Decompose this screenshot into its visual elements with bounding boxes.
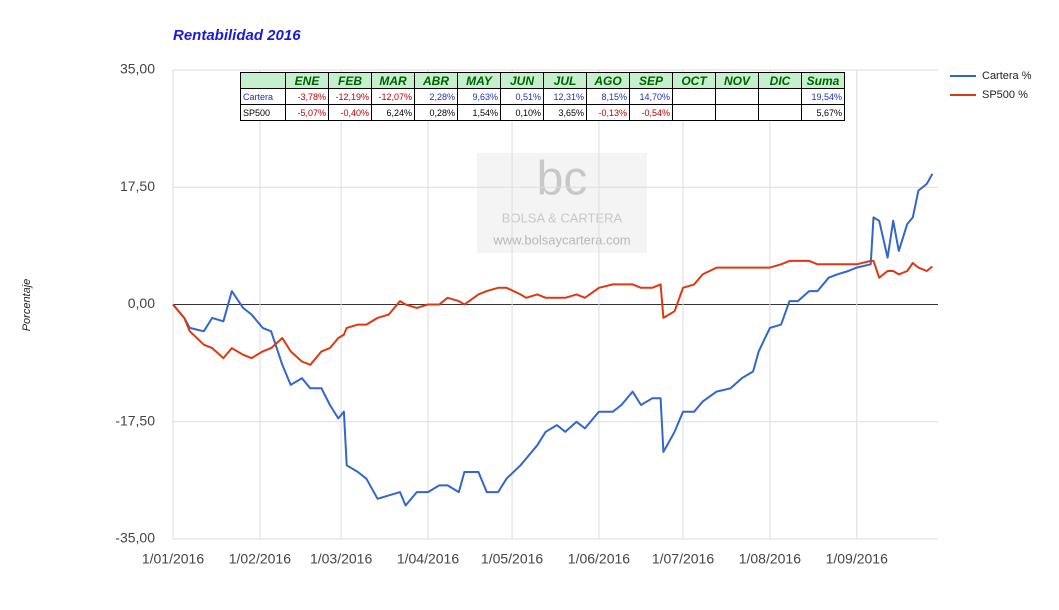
sum-cell: 19,54%	[801, 88, 845, 105]
returns-table: ENE FEB MAR ABR MAY JUN JUL AGO SEP OCT NOV DIC Suma…	[240, 72, 845, 121]
month-return: -12,19%	[328, 88, 372, 105]
x-tick-label: 1/01/2016	[142, 551, 204, 567]
y-tick-label: 35,00	[120, 61, 155, 77]
legend-label: Cartera %	[982, 70, 1032, 82]
empty-cell	[715, 104, 759, 121]
x-tick-label: 1/09/2016	[826, 551, 888, 567]
y-tick-label: -35,00	[115, 530, 155, 546]
y-tick-label: 17,50	[120, 178, 155, 194]
column-header: FEB	[328, 72, 372, 89]
empty-cell	[715, 88, 759, 105]
empty-cell	[672, 104, 716, 121]
x-tick-label: 1/02/2016	[229, 551, 291, 567]
empty-cell	[758, 88, 802, 105]
month-return: 0,28%	[414, 104, 458, 121]
month-return: 14,70%	[629, 88, 673, 105]
watermark-name: BOLSA & CARTERA	[502, 210, 623, 225]
row-label: SP500	[240, 104, 286, 121]
month-return: 3,65%	[543, 104, 587, 121]
month-return: 0,51%	[500, 88, 544, 105]
legend-label: SP500 %	[982, 89, 1028, 101]
watermark-url: www.bolsaycartera.com	[492, 232, 630, 247]
month-return: 8,15%	[586, 88, 630, 105]
x-tick-label: 1/05/2016	[481, 551, 543, 567]
header-row: ENE FEB MAR ABR MAY JUN JUL AGO SEP OCT NOV DIC Suma	[240, 72, 845, 89]
month-return: 12,31%	[543, 88, 587, 105]
x-tick-label: 1/07/2016	[652, 551, 714, 567]
month-return: 2,28%	[414, 88, 458, 105]
column-header: SEP	[629, 72, 673, 89]
sum-cell: 5,67%	[801, 104, 845, 121]
column-header: JUN	[500, 72, 544, 89]
row-label: Cartera	[240, 88, 286, 105]
column-header: AGO	[586, 72, 630, 89]
empty-cell	[758, 104, 802, 121]
column-header: NOV	[715, 72, 759, 89]
table-row: Cartera -3,78% -12,19% -12,07% 2,28% 9,63% 0,5…	[240, 88, 845, 105]
corner-cell	[240, 72, 286, 89]
watermark-box	[477, 153, 647, 253]
column-header: JUL	[543, 72, 587, 89]
y-tick-label: 0,00	[128, 295, 155, 311]
empty-cell	[672, 88, 716, 105]
month-return: -0,54%	[629, 104, 673, 121]
x-tick-label: 1/03/2016	[310, 551, 372, 567]
y-axis-label: Porcentaje	[21, 279, 33, 332]
column-header: MAY	[457, 72, 501, 89]
month-return: 9,63%	[457, 88, 501, 105]
series-line	[172, 259, 934, 366]
grid	[172, 69, 938, 540]
column-header: ABR	[414, 72, 458, 89]
month-return: 6,24%	[371, 104, 415, 121]
month-return: -0,13%	[586, 104, 630, 121]
x-tick-label: 1/06/2016	[568, 551, 630, 567]
month-return: 0,10%	[500, 104, 544, 121]
chart-title: Rentabilidad 2016	[173, 27, 301, 44]
x-tick-label: 1/04/2016	[397, 551, 459, 567]
month-return: 1,54%	[457, 104, 501, 121]
column-header: ENE	[285, 72, 329, 89]
column-header: MAR	[371, 72, 415, 89]
x-tick-label: 1/08/2016	[739, 551, 801, 567]
column-header: Suma	[801, 72, 845, 89]
month-return: -3,78%	[285, 88, 329, 105]
month-return: -0,40%	[328, 104, 372, 121]
column-header: OCT	[672, 72, 716, 89]
y-tick-label: -17,50	[115, 412, 155, 428]
month-return: -12,07%	[371, 88, 415, 105]
column-header: DIC	[758, 72, 802, 89]
month-return: -5,07%	[285, 104, 329, 121]
table-row: SP500 -5,07% -0,40% 6,24% 0,28% 1,54% 0,10% 3,6…	[240, 104, 845, 121]
series-line	[172, 173, 934, 507]
watermark-logo: bc	[537, 153, 588, 206]
